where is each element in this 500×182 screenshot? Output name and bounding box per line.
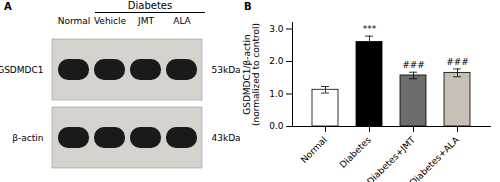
- svg-text:Normal: Normal: [58, 16, 91, 26]
- svg-text:###: ###: [402, 60, 425, 70]
- svg-text:JMT: JMT: [137, 16, 154, 26]
- svg-text:Diabetes: Diabetes: [338, 134, 374, 170]
- svg-text:Vehicle: Vehicle: [94, 16, 127, 26]
- svg-text:GSDMDC1: GSDMDC1: [0, 65, 44, 75]
- svg-text:2.0: 2.0: [269, 56, 284, 66]
- svg-text:1.0: 1.0: [269, 89, 284, 99]
- html-text:A: A: [4, 1, 12, 12]
- svg-text:Normal: Normal: [299, 135, 329, 165]
- svg-text:***: ***: [363, 24, 377, 34]
- svg-text:ALA: ALA: [173, 16, 191, 26]
- svg-text:Diabetes+JMT: Diabetes+JMT: [365, 134, 417, 182]
- svg-text:0.0: 0.0: [269, 121, 284, 131]
- svg-text:Diabetes+ALA: Diabetes+ALA: [408, 134, 462, 182]
- svg-text:3.0: 3.0: [269, 24, 284, 34]
- svg-text:###: ###: [446, 57, 469, 67]
- svg-text:43kDa: 43kDa: [212, 133, 241, 143]
- svg-text:53kDa: 53kDa: [212, 65, 241, 75]
- svg-text:GSDMDC1/β-actin(normalized to: GSDMDC1/β-actin(normalized to control): [242, 23, 261, 126]
- html-text:B: B: [244, 1, 252, 12]
- html-text:Diabetes: Diabetes: [127, 0, 173, 11]
- svg-text:β-actin: β-actin: [12, 133, 43, 143]
